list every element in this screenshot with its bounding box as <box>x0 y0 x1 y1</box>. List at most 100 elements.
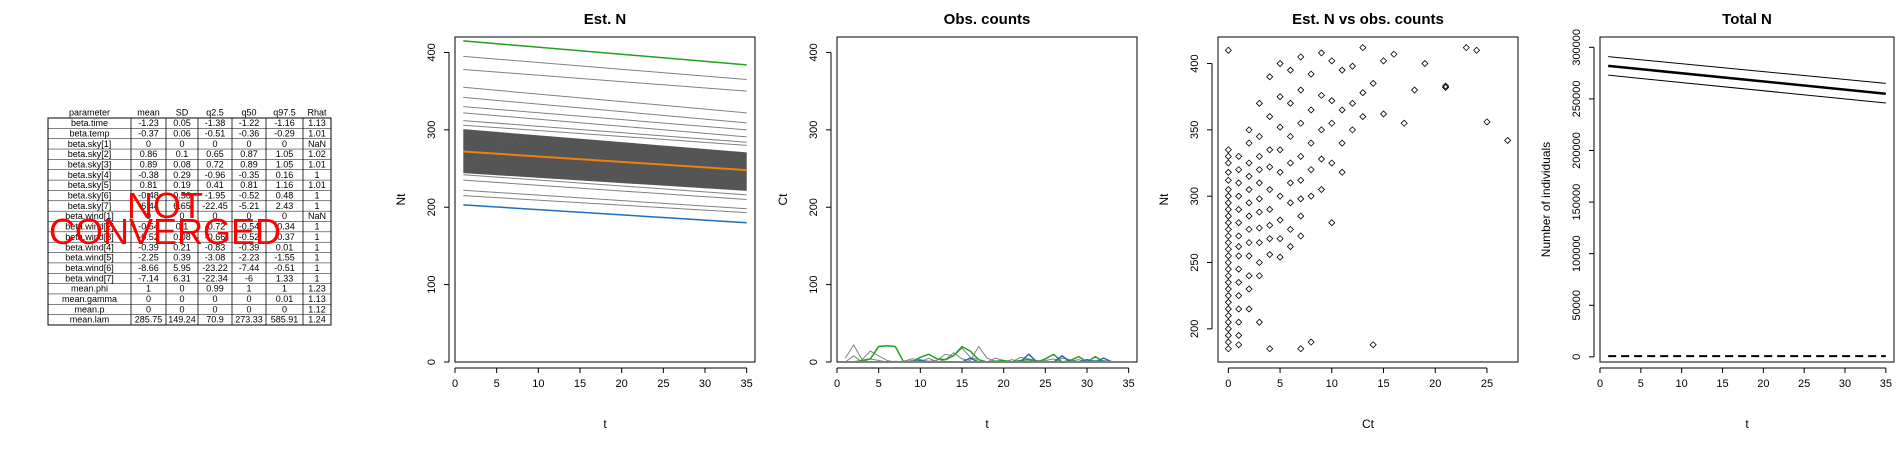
scatter-point <box>1255 99 1263 107</box>
scatter-point <box>1224 185 1232 194</box>
scatter-point <box>1317 126 1326 134</box>
scatter-point <box>1266 185 1274 194</box>
table-cell: 1.05 <box>276 159 294 169</box>
table-cell: 1.01 <box>308 180 326 190</box>
y-tick-label: 300 <box>808 121 820 139</box>
table-row: beta.sky[3] 0.89 0.08 0.72 0.89 1.05 1.01 <box>68 159 326 169</box>
table-cell: 0.29 <box>173 170 191 180</box>
x-tick-label: 0 <box>452 378 458 390</box>
scatter-point <box>1235 192 1243 200</box>
y-tick-label: 100 <box>426 275 438 293</box>
scatter-point <box>1266 205 1274 214</box>
band-line <box>463 163 747 184</box>
scatter-point <box>1442 82 1450 90</box>
scatter-point <box>1255 318 1263 326</box>
table-cell: 5.95 <box>173 263 191 273</box>
scatter-point <box>1328 97 1336 105</box>
scatter-panel: Est. N vs obs. counts 0 5 10 15 20 25 Ct 200 250 3… <box>1157 11 1519 431</box>
table-cell: -1.16 <box>274 118 295 128</box>
series-line <box>463 112 747 138</box>
scatter-point <box>1266 163 1274 171</box>
band-line <box>463 154 747 177</box>
scatter-point <box>1224 205 1232 214</box>
scatter-point <box>1245 239 1253 247</box>
scatter-point <box>1235 292 1243 300</box>
table-cell: 0.81 <box>240 180 258 190</box>
series-line <box>1608 56 1886 84</box>
table-cell: -23.22 <box>202 263 228 273</box>
y-tick-label: 100 <box>808 275 820 293</box>
scatter-point <box>1297 176 1305 184</box>
table-cell: 1.01 <box>308 128 326 138</box>
table-cell: beta.wind[4] <box>65 242 114 252</box>
scatter-point <box>1224 239 1232 247</box>
x-tick-label: 25 <box>1798 378 1810 390</box>
chart-title: Total N <box>1722 11 1772 28</box>
series-line <box>463 55 747 81</box>
band-line <box>463 140 747 164</box>
x-tick-label: 35 <box>741 378 753 390</box>
scatter-point <box>1307 70 1315 78</box>
band-line <box>463 144 747 167</box>
table-cell: 585.91 <box>271 315 299 325</box>
x-tick-label: 20 <box>998 378 1010 390</box>
x-tick-label: 5 <box>494 378 500 390</box>
band-line <box>463 130 747 155</box>
table-cell: 0.08 <box>173 159 191 169</box>
table-cell: -1.38 <box>205 118 226 128</box>
plot-frame <box>454 36 756 363</box>
plot-frame <box>1599 36 1895 363</box>
table-cell: -0.52 <box>239 232 260 242</box>
band-line <box>463 137 747 162</box>
y-tick-label: 350 <box>1189 121 1201 139</box>
table-cell: -2.23 <box>239 253 260 263</box>
table-cell: 0 <box>282 139 287 149</box>
band-line <box>463 157 747 179</box>
table-cell: 0.89 <box>240 159 258 169</box>
scatter-point <box>1307 192 1315 200</box>
table-cell: 0 <box>246 139 251 149</box>
table-cell: 0.39 <box>173 253 191 263</box>
table-cell: 1.12 <box>308 304 326 314</box>
table-cell: -1.95 <box>205 191 226 201</box>
x-tick-label: 20 <box>1757 378 1769 390</box>
scatter-point <box>1297 232 1305 240</box>
table-cell: 1 <box>314 232 319 242</box>
table-row: beta.wind[4] -0.39 0.21 -0.83 -0.39 0.01 1 <box>65 242 319 252</box>
table-row: beta.wind[2] -0.54 0.1 -0.72 -0.54 -0.34 1 <box>65 222 319 232</box>
series-line <box>463 179 747 200</box>
band-line <box>463 136 747 161</box>
table-cell: 0.41 <box>206 180 224 190</box>
scatter-point <box>1297 53 1305 61</box>
table-cell: 2.43 <box>276 201 294 211</box>
table-cell: 1 <box>246 284 251 294</box>
table-cell: -0.39 <box>138 242 159 252</box>
scatter-point <box>1276 216 1284 224</box>
table-cell: 0 <box>212 294 217 304</box>
table-cell: beta.sky[3] <box>68 159 112 169</box>
scatter-point <box>1276 59 1284 68</box>
table-cell: 0 <box>146 211 151 221</box>
table-row: beta.wind[1] 0 0 0 0 0 NaN <box>65 211 326 221</box>
band-line <box>463 161 747 182</box>
scatter-point <box>1359 89 1367 97</box>
table-cell: -0.72 <box>205 222 226 232</box>
scatter-point <box>1462 44 1470 52</box>
y-tick-label: 200 <box>808 198 820 216</box>
table-cell: 1.33 <box>276 273 294 283</box>
band-line <box>463 145 747 168</box>
y-tick-label: 400 <box>808 43 820 61</box>
scatter-point <box>1276 123 1284 131</box>
y-tick-label: 250 <box>1189 253 1201 271</box>
table-cell: beta.wind[2] <box>65 222 114 232</box>
scatter-point <box>1348 99 1357 107</box>
scatter-point <box>1317 155 1326 163</box>
band-line <box>463 168 747 189</box>
scatter-point <box>1245 139 1253 147</box>
table-cell: 0 <box>179 304 184 314</box>
table-row: beta.sky[1] 0 0 0 0 0 NaN <box>68 139 326 149</box>
scatter-point <box>1307 338 1315 346</box>
scatter-point <box>1307 106 1315 114</box>
scatter-point <box>1224 312 1232 320</box>
table-cell: beta.sky[5] <box>68 180 112 190</box>
